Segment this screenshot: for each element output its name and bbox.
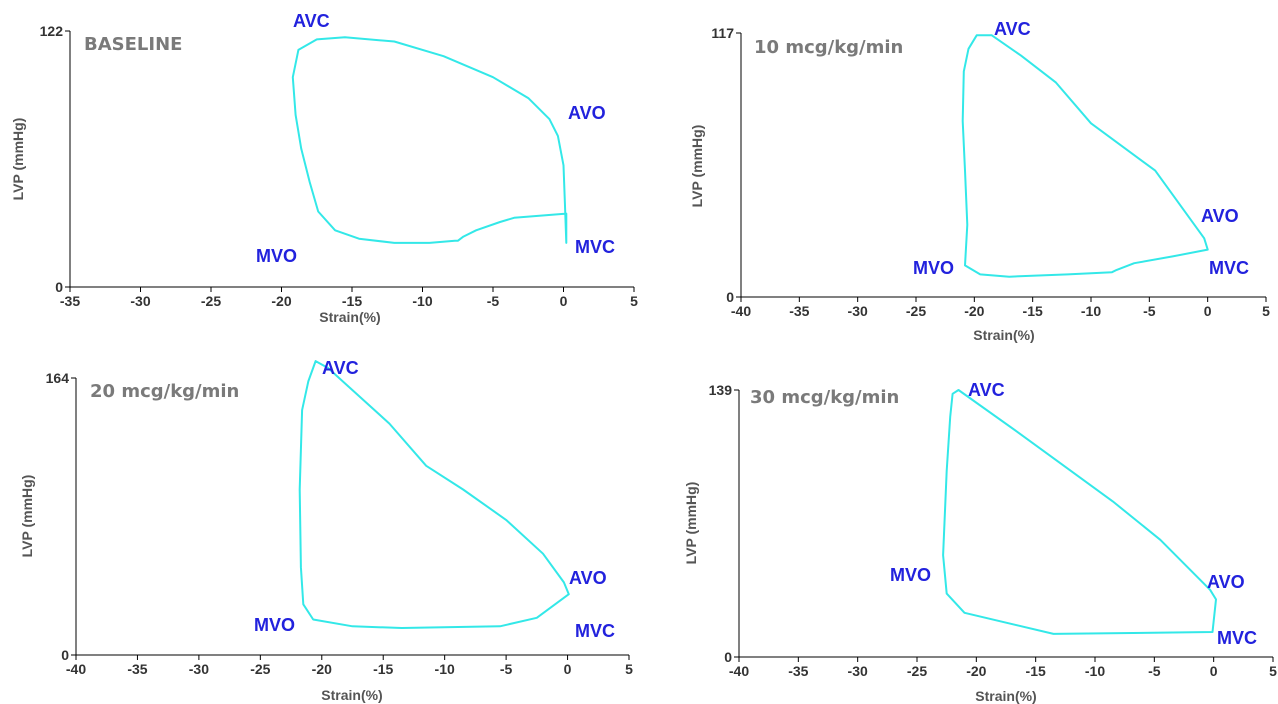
- x-axis-title: Strain(%): [975, 688, 1036, 704]
- panel-title: 20 mcg/kg/min: [90, 381, 239, 402]
- label-avc: AVC: [322, 358, 359, 378]
- x-tick-label: -20: [966, 663, 986, 679]
- x-tick-label: 0: [1210, 663, 1218, 679]
- y-axis-title: LVP (mmHg): [683, 482, 699, 565]
- pressure-strain-loop: [298, 360, 570, 629]
- x-tick-label: -20: [271, 293, 291, 309]
- y-axis-title: LVP (mmHg): [689, 125, 705, 208]
- x-tick-label: -25: [907, 663, 927, 679]
- x-tick-label: -40: [731, 303, 751, 319]
- panel-30-mcg: -40 -35 -30 -25 -20 -15 -10 -5 0 5 0 139 Strain(%)…: [683, 380, 1277, 704]
- y-ticks: 0 117: [711, 25, 741, 305]
- x-ticks: -40 -35 -30 -25 -20 -15 -10 -5 0 5: [66, 655, 633, 677]
- y-tick-label: 0: [726, 289, 734, 305]
- x-ticks: -40 -35 -30 -25 -20 -15 -10 -5 0 5: [729, 657, 1277, 679]
- x-tick-label: -25: [250, 661, 270, 677]
- y-tick-label: 117: [711, 25, 734, 41]
- y-tick-label: 0: [724, 649, 732, 665]
- label-avc: AVC: [994, 19, 1031, 39]
- x-tick-label: -40: [729, 663, 749, 679]
- x-tick-label: -5: [1143, 303, 1156, 319]
- panel-title: BASELINE: [84, 34, 182, 55]
- x-ticks: -40 -35 -30 -25 -20 -15 -10 -5 0 5: [731, 297, 1270, 319]
- x-tick-label: -30: [848, 303, 868, 319]
- x-tick-label: -25: [906, 303, 926, 319]
- label-mvc: MVC: [575, 621, 615, 641]
- x-tick-label: -35: [60, 293, 80, 309]
- label-mvo: MVO: [890, 565, 931, 585]
- x-tick-label: -35: [127, 661, 147, 677]
- x-tick-label: -15: [1026, 663, 1046, 679]
- x-tick-label: -15: [373, 661, 393, 677]
- x-tick-label: -30: [130, 293, 150, 309]
- label-avc: AVC: [968, 380, 1005, 400]
- x-tick-label: -10: [435, 661, 455, 677]
- x-tick-label: 0: [1204, 303, 1212, 319]
- panel-10-mcg: -40 -35 -30 -25 -20 -15 -10 -5 0 5 0 117 Strain(%)…: [689, 19, 1270, 343]
- x-tick-label: -5: [487, 293, 500, 309]
- x-ticks: -35 -30 -25 -20 -15 -10 -5 0 5: [60, 287, 638, 309]
- y-ticks: 0 122: [40, 23, 70, 295]
- y-tick-label: 0: [55, 279, 63, 295]
- x-tick-label: -10: [1085, 663, 1105, 679]
- x-tick-label: 5: [1269, 663, 1277, 679]
- x-tick-label: -30: [189, 661, 209, 677]
- x-tick-label: -10: [412, 293, 432, 309]
- x-tick-label: 5: [630, 293, 638, 309]
- pressure-strain-loop: [961, 34, 1209, 278]
- x-axis-title: Strain(%): [321, 687, 382, 703]
- y-ticks: 0 164: [46, 370, 76, 663]
- x-tick-label: -5: [500, 661, 513, 677]
- y-tick-label: 122: [40, 23, 64, 39]
- label-mvc: MVC: [1209, 258, 1249, 278]
- label-avc: AVC: [293, 11, 330, 31]
- label-avo: AVO: [1207, 572, 1245, 592]
- y-tick-label: 0: [61, 647, 69, 663]
- x-tick-label: -20: [964, 303, 984, 319]
- y-tick-label: 164: [46, 370, 70, 386]
- x-tick-label: -20: [312, 661, 332, 677]
- x-axis-title: Strain(%): [319, 309, 380, 325]
- x-tick-label: 5: [1262, 303, 1270, 319]
- label-avo: AVO: [568, 103, 606, 123]
- label-mvo: MVO: [256, 246, 297, 266]
- y-axis-title: LVP (mmHg): [19, 475, 35, 558]
- x-tick-label: -5: [1148, 663, 1161, 679]
- x-tick-label: -40: [66, 661, 86, 677]
- label-avo: AVO: [1201, 206, 1239, 226]
- y-ticks: 0 139: [709, 382, 739, 665]
- y-axis-title: LVP (mmHg): [10, 118, 26, 201]
- x-axis-title: Strain(%): [973, 327, 1034, 343]
- x-tick-label: 0: [564, 661, 572, 677]
- y-tick-label: 139: [709, 382, 733, 398]
- panel-title: 10 mcg/kg/min: [754, 37, 903, 58]
- label-avo: AVO: [569, 568, 607, 588]
- x-tick-label: -15: [1023, 303, 1043, 319]
- panel-title: 30 mcg/kg/min: [750, 387, 899, 408]
- x-tick-label: 5: [625, 661, 633, 677]
- x-tick-label: -30: [848, 663, 868, 679]
- label-mvc: MVC: [575, 237, 615, 257]
- x-tick-label: -35: [788, 663, 808, 679]
- label-mvo: MVO: [913, 258, 954, 278]
- x-tick-label: -25: [201, 293, 221, 309]
- label-mvc: MVC: [1217, 628, 1257, 648]
- label-mvo: MVO: [254, 615, 295, 635]
- panel-baseline: -35 -30 -25 -20 -15 -10 -5 0 5 0 122 Strain(%) LV…: [10, 11, 638, 325]
- x-tick-label: -35: [789, 303, 809, 319]
- x-tick-label: -15: [342, 293, 362, 309]
- x-tick-label: 0: [560, 293, 568, 309]
- panel-20-mcg: -40 -35 -30 -25 -20 -15 -10 -5 0 5 0 164 Strain(%)…: [19, 358, 633, 703]
- pressure-strain-loop: [291, 36, 568, 244]
- x-tick-label: -10: [1081, 303, 1101, 319]
- pressure-strain-loop: [942, 389, 1217, 635]
